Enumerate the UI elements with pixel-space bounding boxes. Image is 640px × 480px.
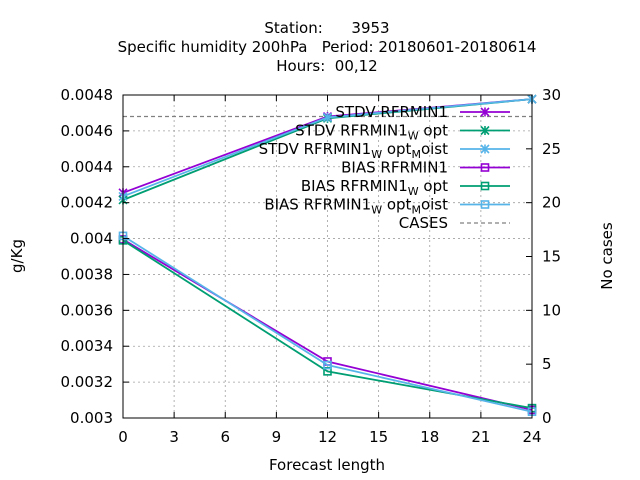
x-tick-labels: 0 3 6 9 12 15 18 21 24 [118, 428, 541, 446]
legend-label: BIAS RFRMIN1 [341, 159, 448, 177]
x-tick-label: 12 [318, 428, 337, 446]
legend-label: STDV RFRMIN1W opt [295, 122, 448, 143]
data-point [323, 360, 332, 370]
y-tick-label: 0.0048 [61, 86, 114, 104]
title-line-1: Station: 3953 [264, 19, 389, 37]
y-axis-label: g/Kg [8, 239, 26, 273]
x-tick-label: 24 [522, 428, 541, 446]
y-tick-label: 0.0044 [61, 158, 114, 176]
legend-marker [480, 163, 490, 172]
title-line-3: Hours: 00,12 [276, 57, 377, 75]
y-tick-label: 0.0046 [61, 122, 114, 140]
x-axis-label: Forecast length [269, 456, 385, 474]
x-tick-label: 15 [369, 428, 388, 446]
legend-label: STDV RFRMIN1 [335, 103, 448, 121]
x-tick-label: 9 [272, 428, 282, 446]
legend-label: BIAS RFRMIN1W opt [301, 177, 448, 198]
y-tick-label: 0.003 [70, 409, 113, 427]
legend-marker [480, 181, 490, 191]
legend-label: BIAS RFRMIN1W optMoist [264, 196, 448, 217]
y-tick-label: 0.0034 [61, 337, 114, 355]
x-tick-label: 18 [420, 428, 439, 446]
axis-ticks [122, 94, 533, 419]
y2-tick-label: 0 [542, 409, 552, 427]
y-tick-label: 0.0032 [61, 373, 114, 391]
y2-tick-label: 30 [542, 86, 561, 104]
y2-tick-label: 5 [542, 355, 552, 373]
legend-marker [480, 200, 490, 209]
chart-title: Station: 3953 Specific humidity 200hPa P… [118, 19, 537, 75]
y2-tick-label: 15 [542, 248, 561, 266]
y2-tick-labels: 0 5 10 15 20 25 30 [542, 86, 561, 427]
legend-marker [480, 125, 490, 136]
y-tick-label: 0.0036 [61, 301, 114, 319]
legend-label: STDV RFRMIN1W optMoist [259, 140, 449, 161]
y-tick-label: 0.004 [70, 230, 113, 248]
title-line-2: Specific humidity 200hPa Period: 2018060… [118, 38, 537, 56]
y2-axis-label: No cases [598, 222, 616, 290]
x-tick-label: 0 [118, 428, 128, 446]
series-line [122, 235, 533, 413]
series-5 [118, 231, 537, 417]
x-tick-label: 6 [220, 428, 230, 446]
y2-tick-label: 20 [542, 194, 561, 212]
legend-label: CASES [399, 214, 448, 232]
y-tick-labels: 0.003 0.0032 0.0034 0.0036 0.0038 0.004 0.0042… [61, 86, 114, 427]
y-tick-label: 0.0042 [61, 194, 114, 212]
legend-marker [480, 107, 490, 117]
x-tick-label: 3 [169, 428, 179, 446]
x-tick-label: 21 [471, 428, 490, 446]
y-tick-label: 0.0038 [61, 265, 114, 283]
legend-marker [480, 144, 490, 154]
y2-tick-label: 25 [542, 140, 561, 158]
data-point [322, 112, 333, 122]
y2-tick-label: 10 [542, 301, 561, 319]
